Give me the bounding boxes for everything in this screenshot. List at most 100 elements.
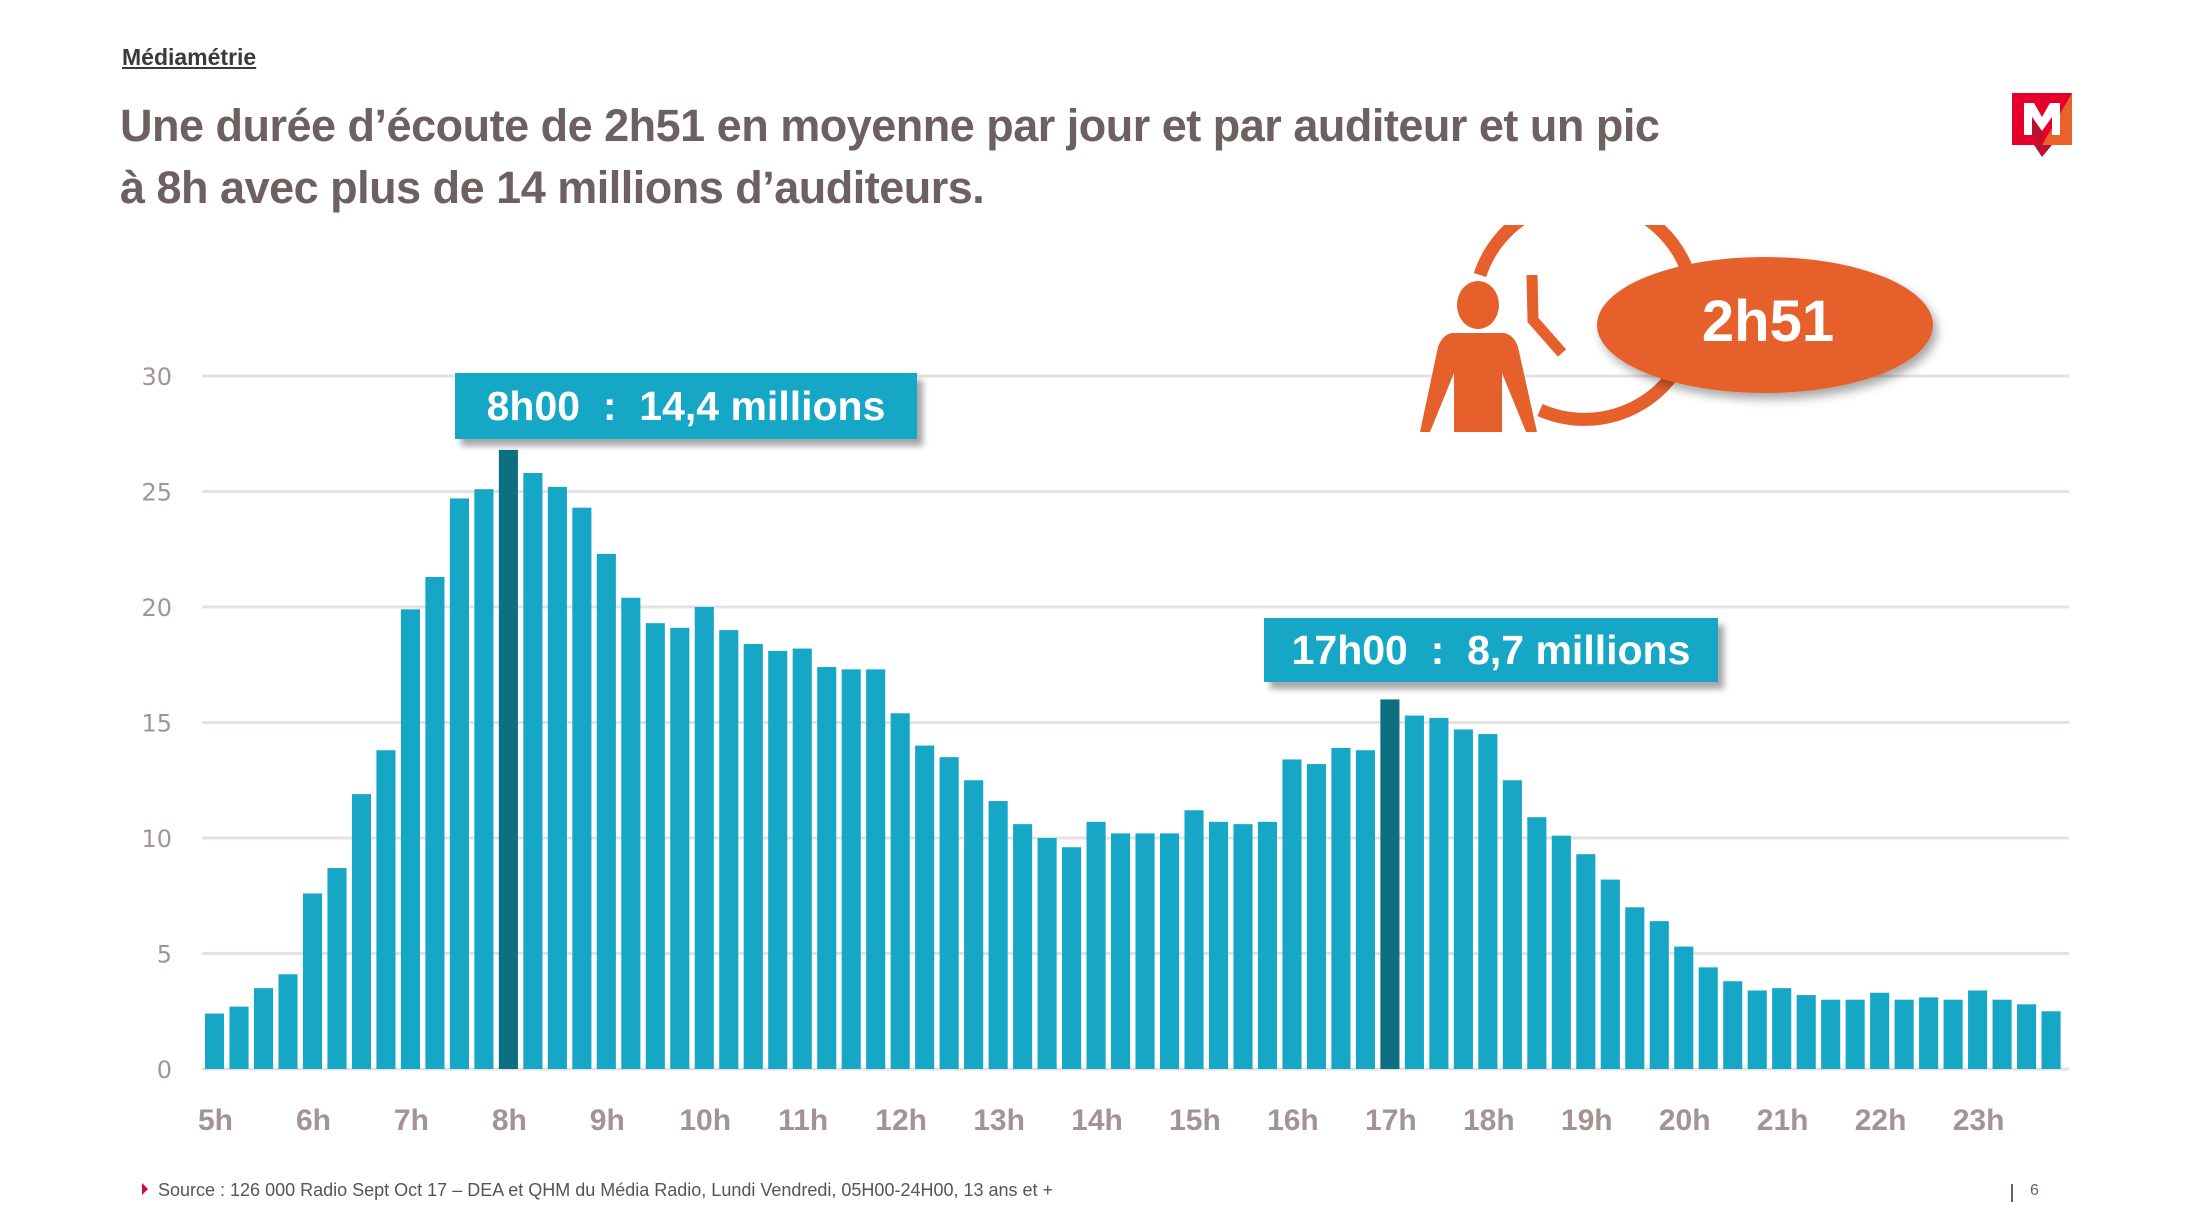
bar: [253, 988, 274, 1069]
bar: [572, 507, 592, 1069]
bar: [1159, 833, 1180, 1069]
bar: [1233, 824, 1253, 1069]
bar: [425, 576, 445, 1069]
bar: [1453, 729, 1473, 1069]
bar: [1723, 981, 1743, 1069]
y-tick-label: 0: [157, 1056, 172, 1084]
bar: [1674, 946, 1694, 1069]
source-text: Source : 126 000 Radio Sept Oct 17 – DEA…: [158, 1180, 1054, 1200]
bar: [1845, 999, 1865, 1069]
bar: [1894, 999, 1914, 1069]
bar: [768, 650, 788, 1069]
bar: [1306, 764, 1327, 1069]
bar: [1013, 824, 1033, 1069]
x-tick-label: 13h: [973, 1104, 1025, 1137]
x-tick-label: 16h: [1267, 1104, 1319, 1137]
bar: [1576, 854, 1596, 1069]
x-tick-label: 7h: [394, 1104, 429, 1137]
x-tick-label: 5h: [198, 1104, 233, 1137]
bar: [743, 643, 763, 1069]
x-tick-label: 12h: [875, 1104, 927, 1137]
bullet-arrow-icon: [142, 1183, 148, 1195]
bar: [1698, 967, 1718, 1069]
bar: [1527, 817, 1547, 1069]
bar: [1404, 715, 1424, 1069]
bar: [1821, 999, 1841, 1069]
x-tick-label: 11h: [778, 1104, 828, 1137]
bar: [547, 486, 567, 1069]
peak-callout-8h: 8h00 : 14,4 millions: [455, 373, 917, 439]
bar: [621, 597, 641, 1069]
x-tick-label: 9h: [590, 1104, 625, 1137]
badge-ellipse: [1597, 257, 1933, 393]
bar: [229, 1006, 249, 1069]
page-number: 6: [2030, 1182, 2039, 1199]
bar: [1870, 992, 1890, 1069]
bar: [1919, 997, 1939, 1069]
bars: [205, 449, 2061, 1069]
x-tick-label: 10h: [679, 1104, 731, 1137]
bar: [1184, 810, 1204, 1069]
bar: [1429, 717, 1449, 1069]
x-tick-label: 22h: [1855, 1104, 1907, 1137]
x-tick-label: 14h: [1071, 1104, 1123, 1137]
bar: [1355, 750, 1375, 1069]
x-tick-label: 23h: [1953, 1104, 2005, 1137]
bar: [2017, 1004, 2037, 1069]
bar: [400, 609, 420, 1069]
x-tick-label: 8h: [492, 1104, 527, 1137]
title-line-1: Une durée d’écoute de 2h51 en moyenne pa…: [120, 100, 1660, 151]
bar: [1551, 835, 1571, 1069]
bar: [1600, 879, 1620, 1069]
bar: [670, 627, 690, 1069]
bar: [988, 801, 1008, 1069]
bar: [1502, 780, 1522, 1069]
bar: [694, 607, 714, 1069]
page-title: Une durée d’écoute de 2h51 en moyenne pa…: [120, 95, 1920, 219]
bar: [792, 648, 812, 1069]
bar: [817, 667, 837, 1069]
bar: [1796, 995, 1816, 1069]
bar: [474, 489, 494, 1069]
bar: [205, 1013, 225, 1069]
bar: [351, 794, 372, 1069]
bar: [1772, 988, 1792, 1069]
y-tick-label: 10: [141, 825, 172, 853]
bar: [278, 974, 298, 1069]
bar: [1992, 999, 2012, 1069]
source-note: Source : 126 000 Radio Sept Oct 17 – DEA…: [142, 1180, 1053, 1201]
bar: [719, 630, 739, 1069]
y-tick-label: 20: [141, 594, 172, 622]
peak-callout-17h: 17h00 : 8,7 millions: [1264, 618, 1718, 682]
x-tick-label: 19h: [1561, 1104, 1613, 1137]
bar: [645, 623, 665, 1069]
title-line-2: à 8h avec plus de 14 millions d’auditeur…: [120, 162, 985, 213]
bar-highlighted: [1380, 699, 1400, 1069]
bar: [890, 713, 910, 1069]
bar: [523, 473, 543, 1069]
y-tick-label: 15: [141, 710, 172, 738]
y-tick-label: 30: [141, 363, 172, 391]
x-tick-label: 21h: [1757, 1104, 1809, 1137]
bar: [1037, 838, 1057, 1069]
bar: [1478, 734, 1498, 1069]
bar: [1625, 907, 1645, 1069]
bar: [964, 780, 984, 1069]
bar: [1062, 847, 1082, 1069]
bar: [2041, 1011, 2061, 1069]
listening-duration-badge: 2h51: [1701, 289, 1835, 354]
x-axis-ticks: 5h 6h 7h 8h 9h 10h 11h 12h 13h 14h 15h 16h 17h 18h 19h…: [198, 1104, 2004, 1137]
bar: [866, 669, 886, 1069]
page-separator: [2011, 1184, 2013, 1202]
x-tick-label: 15h: [1169, 1104, 1221, 1137]
x-tick-label: 6h: [296, 1104, 331, 1137]
bar: [1282, 759, 1302, 1069]
x-tick-label: 20h: [1659, 1104, 1711, 1137]
y-axis-ticks: 0 5 10 15 20 25 30: [141, 363, 172, 1084]
brand-label: Médiamétrie: [122, 44, 257, 70]
x-tick-label: 18h: [1463, 1104, 1515, 1137]
bar: [841, 669, 861, 1069]
bar: [939, 757, 959, 1069]
bar: [1086, 821, 1106, 1069]
